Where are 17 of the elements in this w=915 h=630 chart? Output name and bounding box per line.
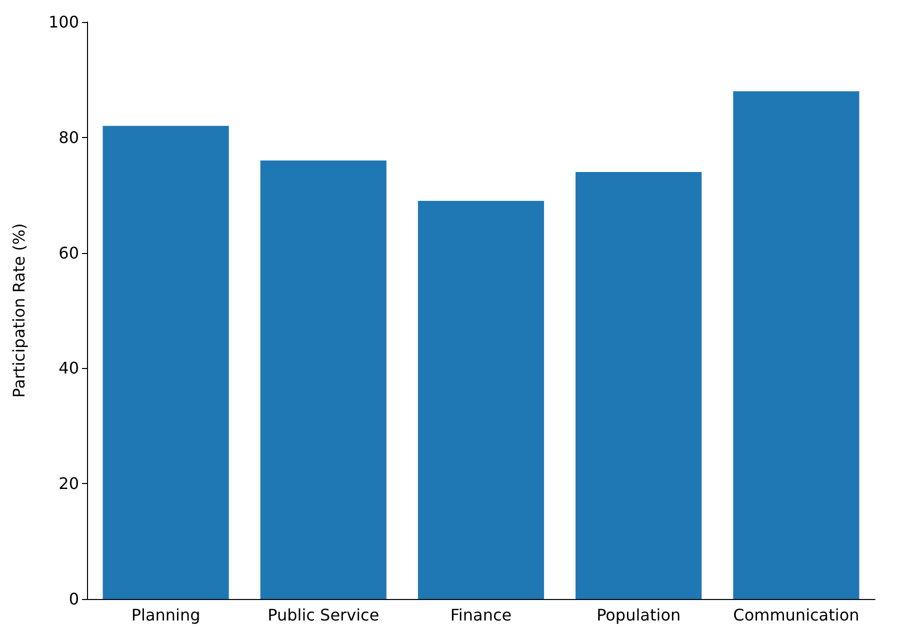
x-tick-label: Public Service	[268, 606, 380, 624]
x-tick-label: Population	[596, 606, 681, 624]
x-tick-label: Planning	[131, 606, 200, 624]
bar	[733, 91, 860, 599]
y-tick-label: 0	[68, 590, 79, 608]
x-tick-label: Communication	[733, 606, 860, 624]
y-tick-label: 60	[58, 243, 79, 262]
y-tick-label: 100	[48, 12, 79, 32]
y-tick-label: 20	[58, 474, 79, 494]
y-axis-title: Participation Rate (%)	[10, 223, 28, 398]
y-tick-label: 40	[58, 358, 79, 378]
bar	[576, 172, 702, 599]
bar	[260, 160, 386, 599]
y-tick-label: 80	[58, 128, 79, 147]
bar	[102, 126, 229, 599]
x-tick-label: Finance	[450, 606, 512, 624]
bar	[418, 200, 544, 599]
